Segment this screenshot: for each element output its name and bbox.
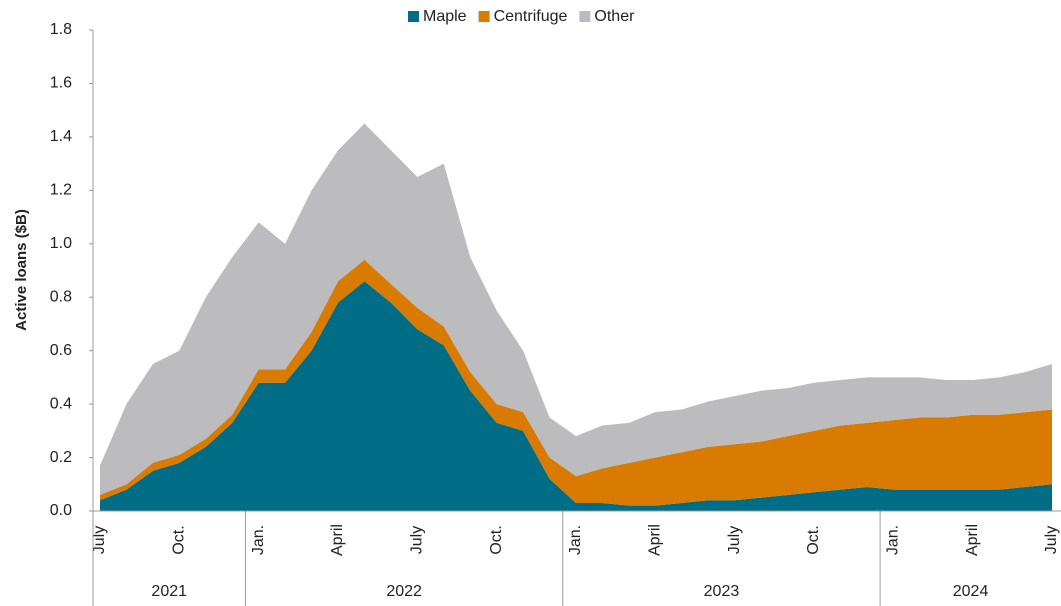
y-tick-label: 1.4: [50, 128, 72, 145]
x-tick-label: July: [409, 526, 426, 554]
x-tick-label: Jan.: [250, 525, 267, 555]
legend-swatch: [579, 11, 591, 22]
x-tick-label: April: [647, 524, 664, 556]
legend-label: Maple: [423, 8, 467, 25]
area: [100, 259, 1052, 506]
y-tick-label: 0.4: [50, 395, 72, 412]
y-tick-label: 1.0: [50, 235, 72, 252]
x-tick-label: July: [1043, 526, 1060, 554]
x-tick-label: Jan.: [885, 525, 902, 555]
y-tick-label: 0.8: [50, 288, 72, 305]
y-tick-label: 0.0: [50, 502, 72, 519]
y-tick-label: 1.8: [50, 21, 72, 38]
area: [100, 281, 1052, 511]
x-tick-label: April: [964, 524, 981, 556]
y-tick-label: 1.6: [50, 75, 72, 92]
legend-label: Other: [594, 8, 635, 25]
x-tick-label: July: [726, 526, 743, 554]
year-label: 2023: [704, 583, 740, 600]
x-tick-label: July: [91, 526, 108, 554]
legend-swatch: [408, 11, 419, 22]
y-axis-label: Active loans ($B): [13, 209, 30, 331]
legend-swatch: [478, 11, 490, 22]
year-label: 2021: [151, 583, 187, 600]
x-tick-label: Jan.: [567, 525, 584, 555]
x-tick-label: Oct.: [171, 525, 188, 554]
y-tick-label: 0.2: [50, 449, 72, 466]
year-label: 2022: [386, 583, 422, 600]
area: [100, 123, 1052, 495]
x-tick-label: Oct.: [805, 525, 822, 554]
y-tick-label: 1.2: [50, 182, 72, 199]
legend-label: Centrifuge: [494, 8, 568, 25]
year-label: 2024: [953, 583, 989, 600]
x-tick-label: Oct.: [488, 525, 505, 554]
y-tick-label: 0.6: [50, 342, 72, 359]
x-tick-label: April: [329, 524, 346, 556]
